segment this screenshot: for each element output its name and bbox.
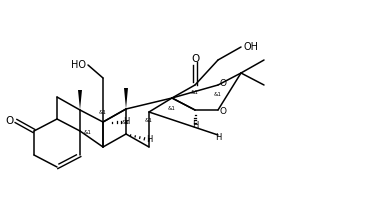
Text: &1: &1 xyxy=(168,106,176,111)
Text: O: O xyxy=(220,78,227,88)
Text: HO: HO xyxy=(71,60,86,70)
Text: &1: &1 xyxy=(122,120,130,124)
Text: H: H xyxy=(146,136,152,145)
Text: &1: &1 xyxy=(214,92,222,97)
Text: &1: &1 xyxy=(99,110,107,115)
Text: H: H xyxy=(215,134,221,143)
Text: H: H xyxy=(123,118,129,127)
Text: OH: OH xyxy=(244,42,259,52)
Text: &1: &1 xyxy=(191,90,199,95)
Text: O: O xyxy=(6,116,14,126)
Text: O: O xyxy=(191,54,199,64)
Text: &1: &1 xyxy=(145,118,153,122)
Polygon shape xyxy=(78,90,82,110)
Text: O: O xyxy=(220,108,227,117)
Polygon shape xyxy=(124,88,128,109)
Text: &1: &1 xyxy=(84,131,92,136)
Text: H: H xyxy=(192,122,198,131)
